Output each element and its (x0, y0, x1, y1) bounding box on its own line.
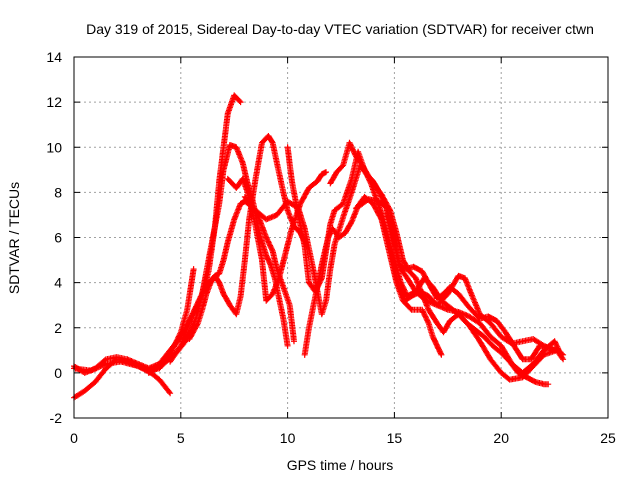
tick-labels: 0 5 10 15 20 25 -2 0 2 4 6 8 10 12 14 (46, 49, 616, 446)
y-tick-label: 2 (54, 320, 62, 336)
series-arc-13 (376, 207, 445, 358)
plot-area (71, 92, 567, 401)
x-tick-label: 5 (177, 430, 185, 446)
series-markers (71, 92, 244, 376)
series-arc-7 (224, 169, 329, 304)
x-axis-label: GPS time / hours (287, 457, 394, 473)
series-arc-12 (352, 196, 567, 363)
chart-title: Day 319 of 2015, Sidereal Day-to-day VTE… (86, 21, 594, 37)
x-tick-label: 15 (387, 430, 403, 446)
y-tick-label: 4 (54, 275, 62, 291)
y-axis-label: SDTVAR / TECUs (6, 182, 22, 294)
series-markers (352, 196, 567, 363)
series-markers (327, 139, 552, 388)
x-tick-label: 0 (70, 430, 78, 446)
series-arc-2 (71, 266, 197, 401)
series-markers (71, 266, 197, 401)
y-tick-label: 10 (46, 139, 62, 155)
series-markers (376, 207, 445, 358)
y-tick-label: 8 (54, 184, 62, 200)
y-tick-label: 6 (54, 230, 62, 246)
y-tick-label: 12 (46, 94, 62, 110)
x-tick-label: 25 (600, 430, 616, 446)
y-tick-label: -2 (50, 410, 63, 426)
ticks (73, 56, 609, 419)
y-tick-label: 14 (46, 49, 62, 65)
series-arc-11 (327, 139, 552, 388)
series-arc-3 (71, 92, 244, 376)
x-tick-label: 20 (493, 430, 509, 446)
series-markers (224, 169, 329, 304)
y-tick-label: 0 (54, 365, 62, 381)
x-tick-label: 10 (280, 430, 296, 446)
